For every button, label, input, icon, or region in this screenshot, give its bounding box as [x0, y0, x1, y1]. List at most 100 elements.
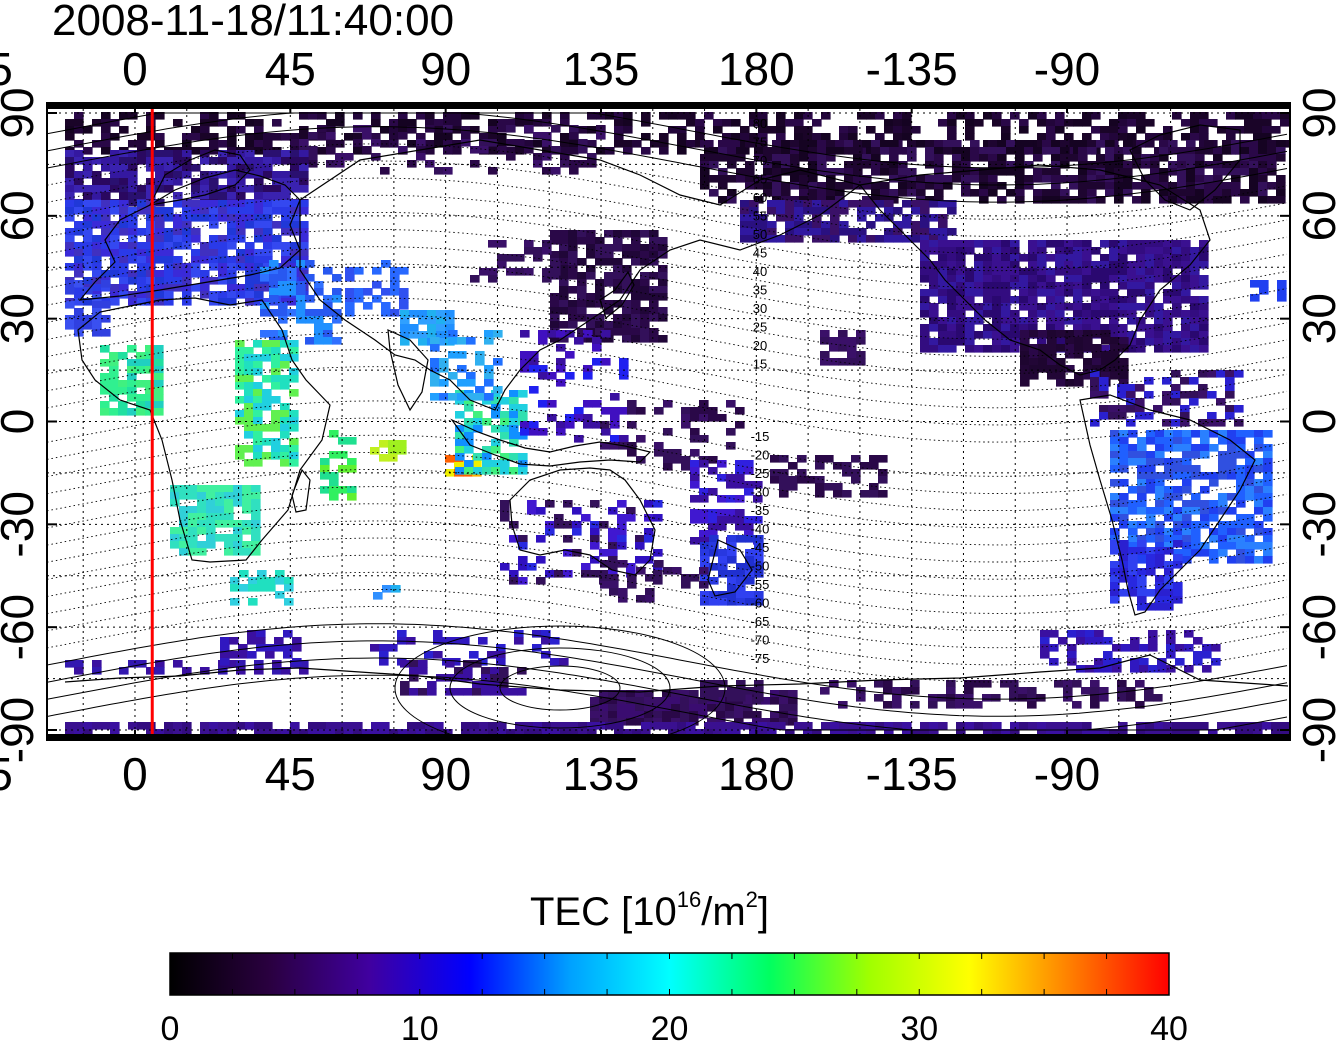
- tec-cell: [1180, 419, 1190, 427]
- tec-cell: [797, 455, 807, 463]
- tec-cell: [1190, 338, 1200, 346]
- tec-cell: [101, 329, 111, 337]
- tec-cell: [272, 192, 282, 200]
- tec-cell: [145, 359, 155, 367]
- tec-cell: [538, 337, 548, 345]
- tec-cell: [497, 261, 507, 269]
- tec-cell: [244, 354, 254, 362]
- tec-cell: [182, 722, 192, 730]
- tec-cell: [790, 175, 800, 183]
- tec-cell: [509, 390, 519, 398]
- tec-cell: [1123, 168, 1133, 176]
- tec-cell: [1200, 521, 1210, 529]
- tec-cell: [338, 437, 348, 445]
- tec-cell: [155, 228, 165, 236]
- tec-cell: [155, 249, 165, 257]
- tec-cell: [329, 430, 339, 438]
- tec-cell: [484, 393, 494, 401]
- tec-cell: [1137, 451, 1147, 459]
- tec-cell: [1101, 337, 1111, 345]
- tec-cell: [1240, 189, 1250, 197]
- tec-cell: [1128, 500, 1138, 508]
- tec-cell: [851, 469, 861, 477]
- tec-cell: [1153, 694, 1163, 702]
- tec-cell: [1245, 549, 1255, 557]
- tec-cell: [338, 486, 348, 494]
- tec-cell: [735, 509, 745, 517]
- tec-cell: [1146, 568, 1156, 576]
- tec-cell: [1245, 493, 1255, 501]
- tec-cell: [934, 161, 944, 169]
- tec-cell: [956, 296, 966, 304]
- tec-cell: [614, 729, 624, 737]
- tec-cell: [1073, 729, 1083, 737]
- tec-cell: [236, 291, 246, 299]
- tec-cell: [191, 284, 201, 292]
- tec-cell: [1087, 189, 1097, 197]
- tec-cell: [290, 178, 300, 186]
- coastline-scandinavia: [148, 149, 251, 206]
- tec-cell: [488, 133, 498, 141]
- latitude-tick-label: -30: [1293, 491, 1340, 557]
- tec-cell: [1099, 687, 1109, 695]
- tec-cell: [1074, 379, 1084, 387]
- tec-cell: [1073, 261, 1083, 269]
- tec-cell: [533, 722, 543, 730]
- tec-cell: [479, 722, 489, 730]
- tec-cell: [1060, 140, 1070, 148]
- tec-cell: [65, 729, 75, 737]
- tec-cell: [496, 658, 506, 666]
- tec-cell: [182, 291, 192, 299]
- tec-cell: [1100, 310, 1110, 318]
- tec-cell: [482, 467, 492, 475]
- tec-cell: [889, 140, 899, 148]
- tec-cell: [590, 718, 600, 726]
- tec-cell: [1216, 419, 1226, 427]
- tec-cell: [271, 410, 281, 418]
- tec-cell: [1154, 275, 1164, 283]
- tec-cell: [608, 549, 618, 557]
- tec-cell: [599, 549, 609, 557]
- tec-cell: [699, 460, 709, 468]
- tec-cell: [1001, 331, 1011, 339]
- tec-cell: [254, 147, 264, 155]
- tec-cell: [631, 258, 641, 266]
- tec-cell: [353, 147, 363, 155]
- tec-cell: [1110, 582, 1120, 590]
- tec-cell: [1028, 324, 1038, 332]
- tec-cell: [1001, 303, 1011, 311]
- tec-cell: [454, 667, 464, 675]
- tec-cell: [1190, 317, 1200, 325]
- tec-cell: [244, 410, 254, 418]
- tec-cell: [1128, 451, 1138, 459]
- tec-cell: [736, 168, 746, 176]
- tec-cell: [1191, 535, 1201, 543]
- tec-cell: [128, 722, 138, 730]
- tec-cell: [970, 140, 980, 148]
- tec-cell: [191, 270, 201, 278]
- tec-cell: [1135, 405, 1145, 413]
- tec-cell: [290, 150, 300, 158]
- tec-cell: [910, 701, 920, 709]
- tec-cell: [1173, 535, 1183, 543]
- tec-cell: [592, 358, 602, 366]
- tec-cell: [1191, 507, 1201, 515]
- tec-cell: [272, 242, 282, 250]
- tec-cell: [1119, 365, 1129, 373]
- tec-cell: [1109, 289, 1119, 297]
- tec-cell: [1199, 722, 1209, 730]
- tec-cell: [708, 467, 718, 475]
- tec-cell: [829, 337, 839, 345]
- tec-cell: [515, 729, 525, 737]
- tec-cell: [227, 192, 237, 200]
- tec-cell: [635, 556, 645, 564]
- tec-cell: [434, 119, 444, 127]
- tec-cell: [1146, 561, 1156, 569]
- tec-cell: [1015, 182, 1025, 190]
- tec-cell: [874, 694, 884, 702]
- tec-cell: [1236, 535, 1246, 543]
- tec-cell: [1199, 140, 1209, 148]
- tec-cell: [254, 284, 264, 292]
- contour-label: -30: [751, 485, 770, 500]
